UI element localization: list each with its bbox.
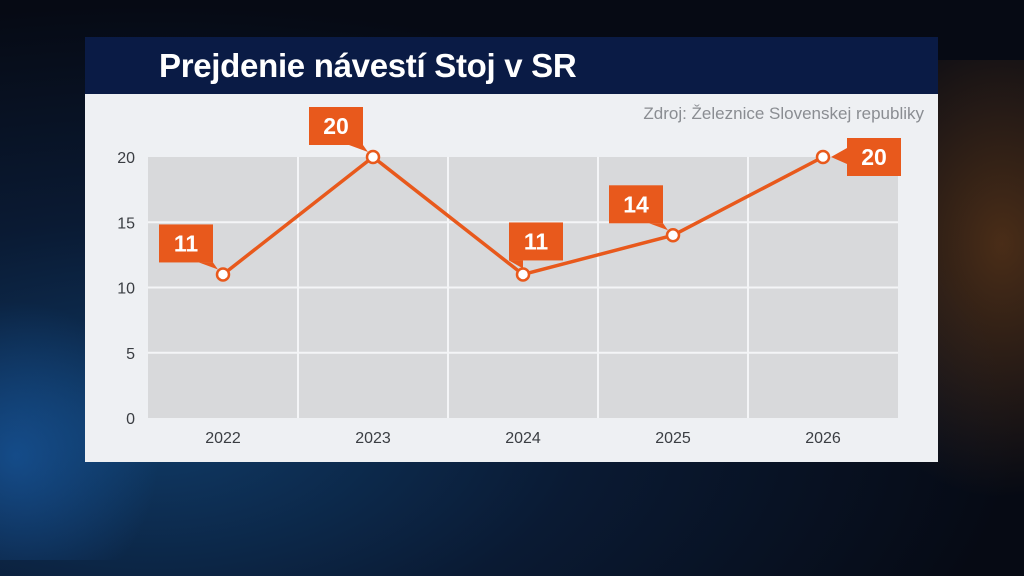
- data-label-tail: [649, 223, 668, 231]
- data-label-box: [847, 138, 901, 176]
- data-label: 11: [174, 230, 199, 256]
- data-label: 14: [623, 191, 649, 217]
- y-tick-label: 20: [117, 150, 135, 167]
- data-label-box: [609, 185, 663, 224]
- data-label-box: [159, 224, 213, 263]
- y-tick-label: 0: [126, 411, 135, 428]
- data-label-box: [509, 222, 563, 261]
- data-point: [215, 267, 231, 282]
- y-tick-label: 5: [126, 346, 135, 363]
- data-point: [665, 228, 681, 243]
- title-bar: Prejdenie návestí Stoj v SR: [85, 37, 938, 94]
- x-tick-label: 2025: [655, 430, 691, 447]
- y-tick-label: 15: [117, 215, 135, 232]
- data-label-tail: [349, 145, 368, 152]
- data-label-tail: [199, 262, 218, 270]
- source-note: Zdroj: Železnice Slovenskej republiky: [643, 104, 924, 123]
- data-label: 11: [524, 228, 549, 254]
- data-label-tail: [831, 148, 847, 164]
- data-point: [815, 149, 831, 165]
- x-tick-label: 2022: [205, 430, 241, 447]
- data-point: [365, 149, 381, 165]
- data-label-tail: [509, 260, 523, 269]
- x-tick-label: 2023: [355, 430, 391, 447]
- y-tick-label: 10: [117, 281, 135, 298]
- data-label: 20: [323, 113, 349, 139]
- x-tick-label: 2026: [805, 430, 841, 447]
- data-label: 20: [861, 144, 887, 170]
- chart-title: Prejdenie návestí Stoj v SR: [159, 46, 577, 84]
- data-label-box: [309, 107, 363, 145]
- x-tick-label: 2024: [505, 430, 541, 447]
- data-point: [515, 267, 531, 282]
